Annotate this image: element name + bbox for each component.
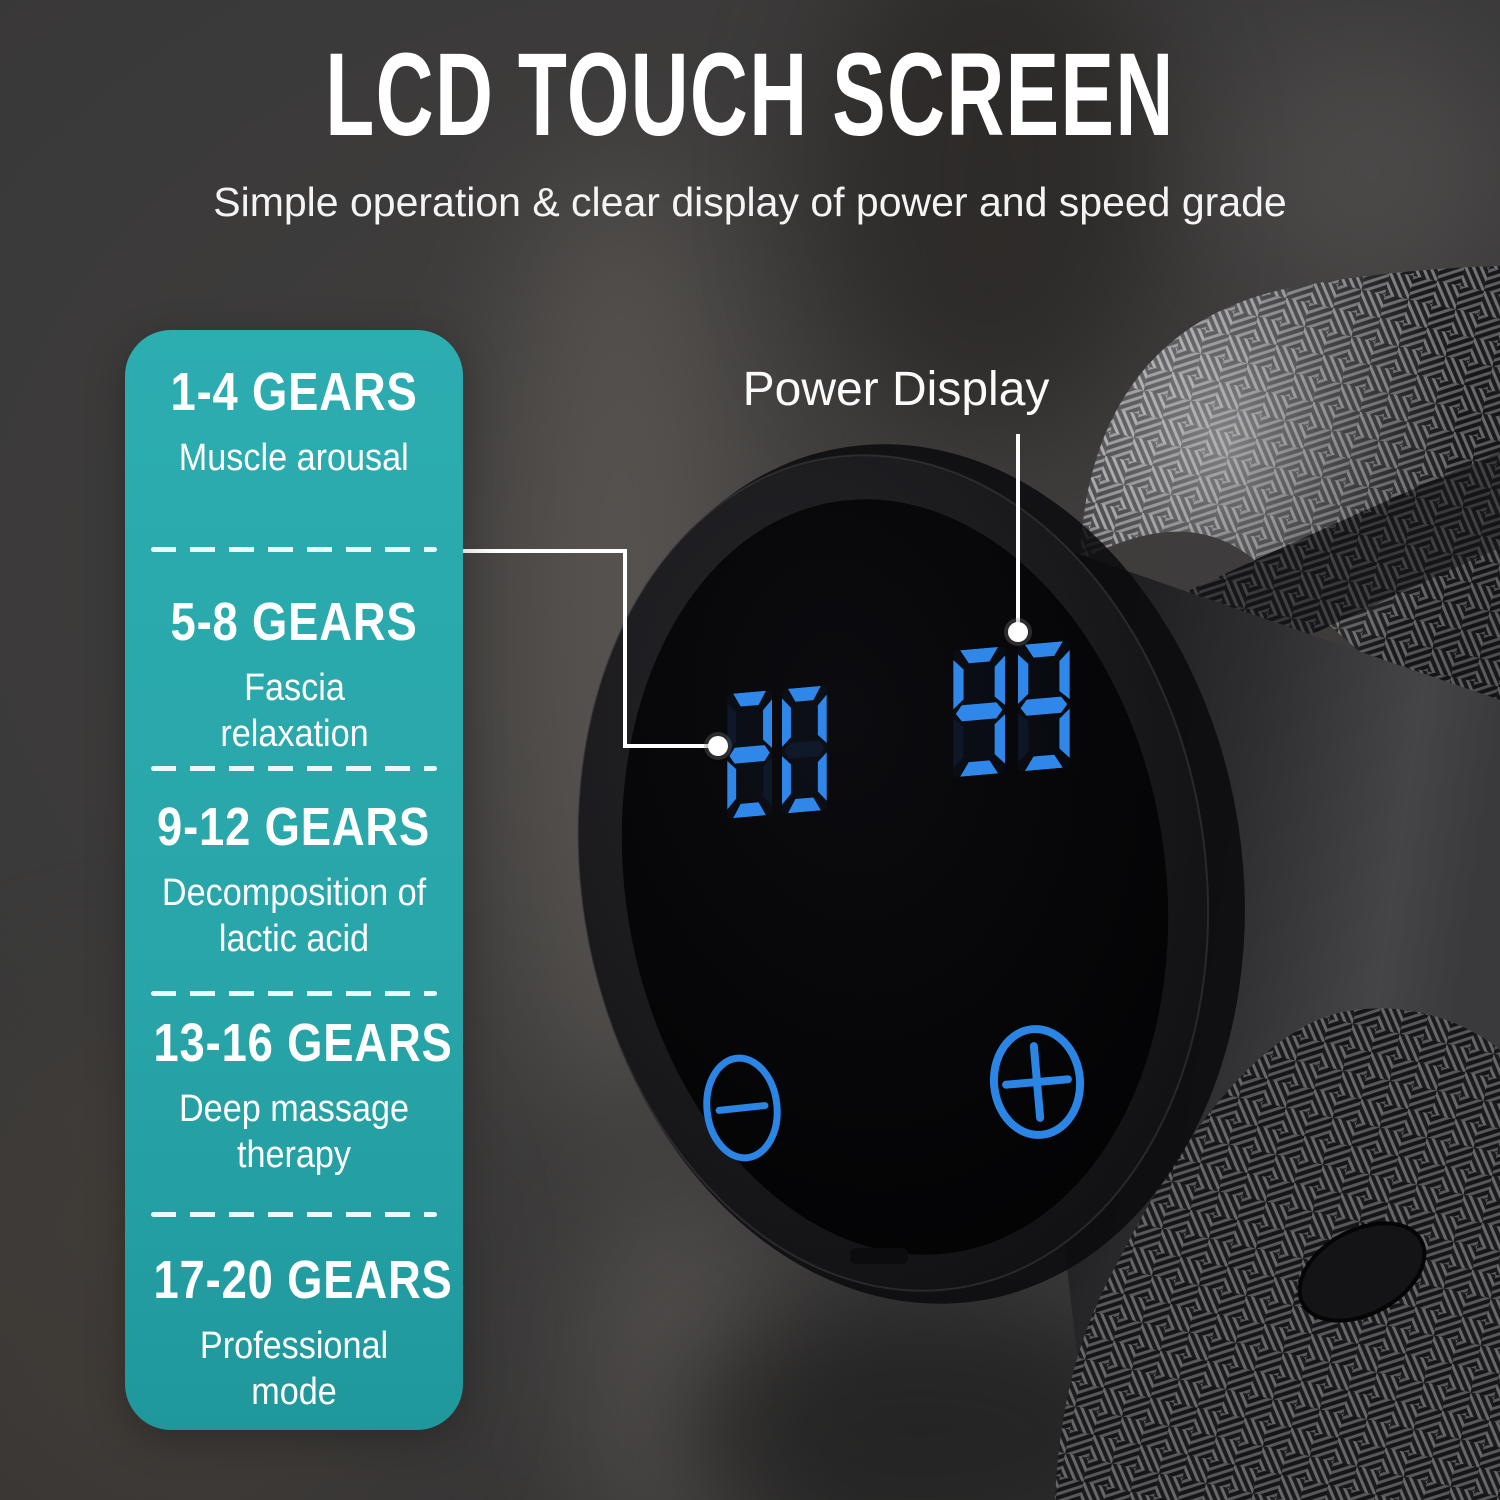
dashed-divider <box>151 766 437 771</box>
minus-button[interactable] <box>693 1046 791 1170</box>
seven-segment-digit <box>953 646 1006 778</box>
dashed-divider <box>151 991 437 996</box>
seven-segment-digit <box>1017 640 1070 772</box>
handle-button <box>1297 1221 1427 1323</box>
gear-description: Professional mode <box>199 1325 389 1413</box>
callout-line-vertical-1 <box>623 549 627 748</box>
gear-description: Deep massage therapy <box>178 1088 410 1176</box>
plus-button[interactable] <box>980 1018 1094 1147</box>
gear-description: Muscle arousal <box>178 437 410 480</box>
page-subtitle: Simple operation & clear display of powe… <box>213 179 1287 225</box>
background-blur-light-patch <box>1230 30 1500 310</box>
gear-range: 1-4 GEARS <box>170 362 418 422</box>
gear-range: 13-16 GEARS <box>153 1013 453 1073</box>
power-display-label: Power Display <box>742 363 1050 416</box>
seven-segment-digit <box>781 685 827 814</box>
page-title: LCD TOUCH SCREEN <box>325 29 1175 161</box>
gear-section-3: 9-12 GEARS Decomposition of lactic acid <box>125 797 463 963</box>
bezel-notch <box>850 1248 908 1264</box>
carbon-sleeve-head <box>1080 266 1500 775</box>
seven-segment-digit <box>727 690 773 819</box>
gear-info-panel: 1-4 GEARS Muscle arousal 5-8 GEARS Fasci… <box>125 330 463 1430</box>
gear-section-5: 17-20 GEARS Professional mode <box>125 1250 463 1416</box>
callout-line-horizontal-1 <box>463 549 627 553</box>
callout-dot-speed <box>708 736 728 756</box>
plus-icon <box>989 1025 1085 1139</box>
gear-section-1: 1-4 GEARS Muscle arousal <box>125 362 463 482</box>
gear-description: Decomposition of lactic acid <box>161 872 427 960</box>
carbon-handle <box>1055 1008 1500 1500</box>
callout-dot-power <box>1008 622 1028 642</box>
gear-range: 5-8 GEARS <box>170 592 418 652</box>
lcd-power-readout <box>953 640 1070 778</box>
minus-icon <box>703 1054 781 1162</box>
callout-line-horizontal-2 <box>623 744 717 748</box>
gear-range: 17-20 GEARS <box>153 1250 453 1310</box>
dashed-divider <box>151 547 437 552</box>
gear-section-4: 13-16 GEARS Deep massage therapy <box>125 1013 463 1179</box>
gear-range: 9-12 GEARS <box>157 797 431 857</box>
background-blur-head-silhouette <box>820 0 1160 440</box>
callout-line-vertical-power <box>1016 434 1020 626</box>
lcd-speed-readout <box>727 685 827 819</box>
gear-description: Fascia relaxation <box>219 667 369 755</box>
dashed-divider <box>151 1212 437 1217</box>
gear-section-2: 5-8 GEARS Fascia relaxation <box>125 592 463 758</box>
